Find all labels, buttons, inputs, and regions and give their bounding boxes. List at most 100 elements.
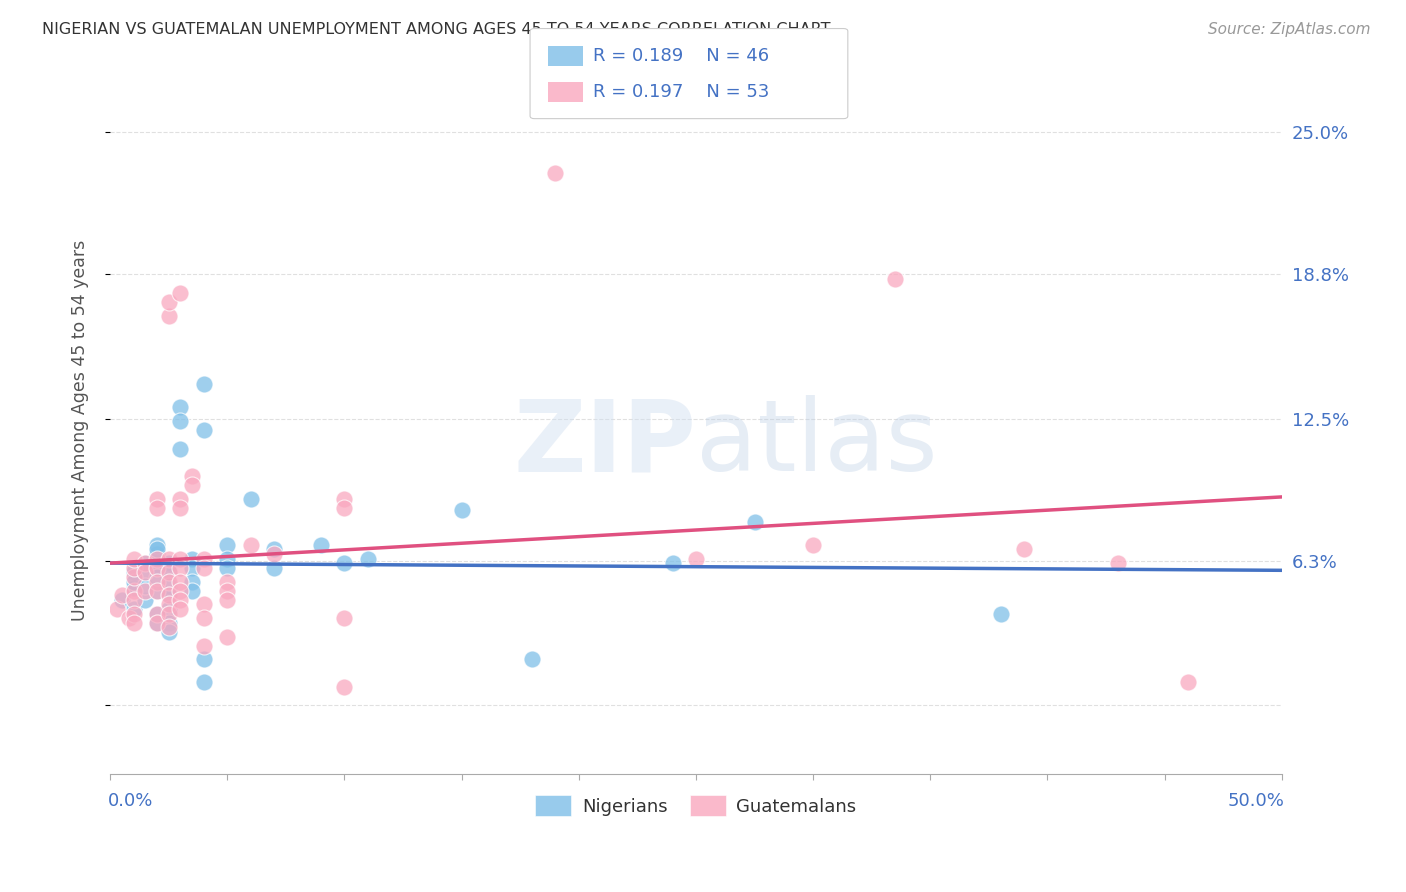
Point	[122, 582, 145, 596]
Point	[146, 547, 169, 561]
Point	[193, 675, 215, 690]
Point	[744, 515, 766, 529]
Point	[134, 556, 156, 570]
Point	[169, 491, 191, 506]
Point	[169, 602, 191, 616]
Y-axis label: Unemployment Among Ages 45 to 54 years: Unemployment Among Ages 45 to 54 years	[72, 240, 89, 621]
Point	[169, 574, 191, 589]
Point	[157, 620, 180, 634]
Point	[157, 566, 180, 580]
Point	[217, 574, 239, 589]
Point	[146, 501, 169, 516]
Point	[169, 414, 191, 428]
Point	[181, 478, 204, 492]
Point	[146, 491, 169, 506]
Point	[1012, 542, 1035, 557]
Point	[122, 551, 145, 566]
Point	[169, 285, 191, 300]
Point	[193, 551, 215, 566]
Point	[134, 566, 156, 580]
Point	[217, 630, 239, 644]
Point	[544, 166, 567, 180]
Point	[1107, 556, 1129, 570]
Point	[122, 615, 145, 630]
Point	[169, 561, 191, 575]
Point	[169, 501, 191, 516]
Legend: Nigerians, Guatemalans: Nigerians, Guatemalans	[529, 789, 863, 823]
Point	[146, 607, 169, 621]
Point	[134, 566, 156, 580]
Point	[146, 574, 169, 589]
Point	[146, 561, 169, 575]
Point	[217, 551, 239, 566]
Point	[122, 566, 145, 580]
Point	[146, 615, 169, 630]
Point	[111, 588, 134, 602]
Point	[157, 579, 180, 593]
Point	[333, 556, 356, 570]
Point	[217, 593, 239, 607]
Point	[146, 583, 169, 598]
Text: R = 0.197    N = 53: R = 0.197 N = 53	[593, 83, 769, 101]
Point	[146, 538, 169, 552]
Point	[169, 551, 191, 566]
Point	[169, 401, 191, 415]
Point	[122, 593, 145, 607]
Point	[263, 542, 285, 557]
Point	[122, 602, 145, 616]
Point	[157, 556, 180, 570]
Point	[111, 593, 134, 607]
Point	[357, 551, 380, 566]
Text: 50.0%: 50.0%	[1227, 792, 1284, 811]
Point	[157, 588, 180, 602]
Point	[157, 625, 180, 640]
Text: Source: ZipAtlas.com: Source: ZipAtlas.com	[1208, 22, 1371, 37]
Point	[181, 469, 204, 483]
Point	[217, 583, 239, 598]
Text: ZIP: ZIP	[513, 395, 696, 492]
Point	[157, 615, 180, 630]
Point	[884, 272, 907, 286]
Point	[181, 583, 204, 598]
Text: R = 0.189    N = 46: R = 0.189 N = 46	[593, 47, 769, 65]
Point	[333, 680, 356, 694]
Point	[146, 570, 169, 584]
Point	[122, 607, 145, 621]
Point	[157, 607, 180, 621]
Point	[193, 377, 215, 392]
Point	[146, 551, 169, 566]
Point	[134, 593, 156, 607]
Point	[157, 294, 180, 309]
Point	[134, 556, 156, 570]
Point	[146, 583, 169, 598]
Point	[990, 607, 1012, 621]
Point	[193, 423, 215, 437]
Point	[146, 561, 169, 575]
Point	[193, 639, 215, 653]
Point	[333, 611, 356, 625]
Point	[122, 583, 145, 598]
Point	[193, 561, 215, 575]
Point	[169, 593, 191, 607]
Point	[157, 602, 180, 616]
Text: atlas: atlas	[696, 395, 938, 492]
Point	[146, 615, 169, 630]
Point	[181, 561, 204, 575]
Point	[157, 598, 180, 612]
Point	[263, 547, 285, 561]
Point	[333, 491, 356, 506]
Point	[193, 652, 215, 666]
Point	[217, 538, 239, 552]
Point	[122, 574, 145, 589]
Point	[263, 561, 285, 575]
Point	[157, 566, 180, 580]
Point	[193, 611, 215, 625]
Point	[146, 542, 169, 557]
Point	[520, 652, 543, 666]
Point	[105, 602, 128, 616]
Text: NIGERIAN VS GUATEMALAN UNEMPLOYMENT AMONG AGES 45 TO 54 YEARS CORRELATION CHART: NIGERIAN VS GUATEMALAN UNEMPLOYMENT AMON…	[42, 22, 831, 37]
Point	[122, 561, 145, 575]
Point	[181, 574, 204, 589]
Point	[134, 579, 156, 593]
Point	[157, 574, 180, 589]
